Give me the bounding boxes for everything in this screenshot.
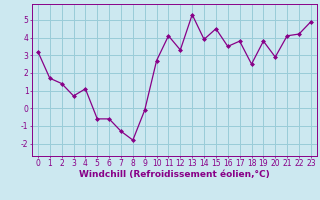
X-axis label: Windchill (Refroidissement éolien,°C): Windchill (Refroidissement éolien,°C) [79, 170, 270, 179]
